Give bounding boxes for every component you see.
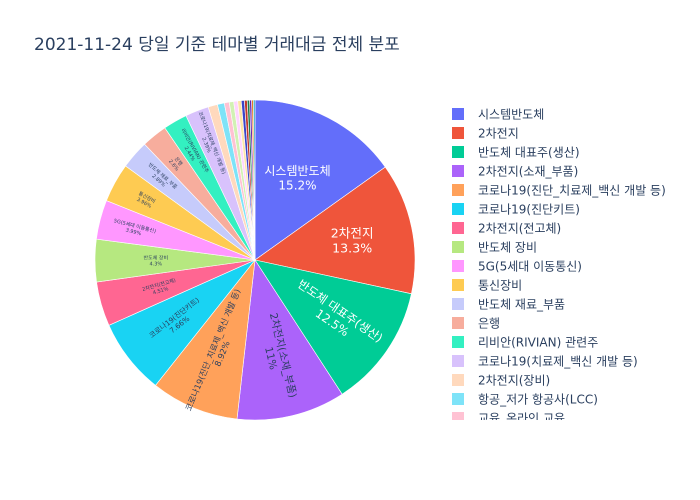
slice-label-name: 2차전지 xyxy=(331,225,374,240)
pie-slice-2[interactable] xyxy=(254,166,416,295)
legend-item-2[interactable]: 2차전지(소재_부품) xyxy=(452,165,578,179)
legend-item-item-0[interactable]: 시스템반도체 xyxy=(452,108,544,122)
legend-label: 통신장비 xyxy=(478,279,522,293)
legend-item-item-10[interactable]: 반도체 재료_부품 xyxy=(452,298,565,312)
slice-label-value: 13.3% xyxy=(332,241,372,256)
legend-swatch xyxy=(452,222,464,234)
slice-label-value: 15.2% xyxy=(278,179,316,193)
legend-label: 5G(5세대 이동통신) xyxy=(478,260,582,274)
legend-item-2[interactable]: 2차전지(전고체) xyxy=(452,222,561,236)
legend-item-lcc[interactable]: 항공_저가 항공사(LCC) xyxy=(452,393,598,407)
legend-item-item-9[interactable]: 통신장비 xyxy=(452,279,522,293)
legend-item-item-11[interactable]: 은행 xyxy=(452,316,500,331)
slice-label-item-0: 시스템반도체 15.2% xyxy=(264,164,330,192)
legend-label: 시스템반도체 xyxy=(478,108,544,122)
pie-slice-2[interactable] xyxy=(236,259,343,421)
legend-item-2[interactable]: 2차전지 xyxy=(452,127,519,141)
legend-label: 은행 xyxy=(478,316,500,331)
slice-label-name: 반도체 장비 xyxy=(143,254,168,261)
legend-swatch xyxy=(452,241,464,253)
legend-swatch xyxy=(452,146,464,158)
legend-swatch xyxy=(452,260,464,272)
legend-swatch xyxy=(452,203,464,215)
legend-label: 2차전지 xyxy=(478,127,519,141)
legend-label: 코로나19(진단키트) xyxy=(478,203,580,217)
legend-swatch xyxy=(452,374,464,386)
legend-item-5g-5[interactable]: 5G(5세대 이동통신) xyxy=(452,260,582,274)
slice-label-value: 11% xyxy=(262,346,279,371)
legend-swatch xyxy=(452,127,464,139)
pie-slice-item-2[interactable] xyxy=(254,259,412,395)
slice-label-value: 4.51% xyxy=(152,286,169,296)
legend-item-item-2[interactable]: 반도체 대표주(생산) xyxy=(452,146,580,160)
legend-label: 반도체 장비 xyxy=(478,241,537,255)
slice-label-value: 2.39% xyxy=(200,137,211,154)
legend-label: 리비안(RIVIAN) 관련주 xyxy=(478,336,598,350)
legend-swatch xyxy=(452,165,464,177)
legend-swatch xyxy=(452,412,464,420)
legend-swatch xyxy=(452,184,464,196)
legend-label: 항공_저가 항공사(LCC) xyxy=(478,393,598,407)
slice-label-item-7: 반도체 장비 4.3% xyxy=(143,254,168,267)
legend-swatch xyxy=(452,108,464,120)
legend-label: 반도체 재료_부품 xyxy=(478,298,565,312)
pie-slice-item-0[interactable] xyxy=(254,99,386,261)
legend-label: 교육_온라인 교육 xyxy=(478,412,565,426)
slice-label-value: 3.99% xyxy=(125,227,142,237)
legend-item-item-7[interactable]: 반도체 장비 xyxy=(452,241,537,255)
legend-label: 2차전지(장비) xyxy=(478,374,550,388)
legend-swatch xyxy=(452,393,464,405)
legend-item-19[interactable]: 코로나19(진단_치료제_백신 개발 등) xyxy=(452,184,666,198)
chart-title: 2021-11-24 당일 기준 테마별 거래대금 전체 분포 xyxy=(34,35,400,55)
legend-swatch xyxy=(452,279,464,291)
legend-item-2[interactable]: 2차전지(장비) xyxy=(452,374,550,388)
slice-label-value: 4.3% xyxy=(149,261,162,267)
legend-item-19[interactable]: 코로나19(치료제_백신 개발 등) xyxy=(452,355,638,369)
slice-label-2: 2차전지 13.3% xyxy=(331,225,374,255)
pie-slice-19[interactable] xyxy=(155,258,256,420)
legend-swatch xyxy=(452,317,464,329)
legend-swatch xyxy=(452,336,464,348)
legend-item-item-16[interactable]: 교육_온라인 교육 xyxy=(452,412,565,426)
slice-label-name: 시스템반도체 xyxy=(264,164,330,178)
legend-label: 반도체 대표주(생산) xyxy=(478,146,580,160)
pie-slice-item-25[interactable] xyxy=(253,99,256,261)
legend-item-rivian[interactable]: 리비안(RIVIAN) 관련주 xyxy=(452,336,598,350)
legend-label: 코로나19(치료제_백신 개발 등) xyxy=(478,355,638,369)
legend-label: 코로나19(진단_치료제_백신 개발 등) xyxy=(478,184,666,198)
legend-swatch xyxy=(452,355,464,367)
legend-label: 2차전지(전고체) xyxy=(478,222,561,236)
slice-label-name: 은행 xyxy=(173,156,184,168)
legend-swatch xyxy=(452,298,464,310)
legend-item-19[interactable]: 코로나19(진단키트) xyxy=(452,203,580,217)
legend-label: 2차전지(소재_부품) xyxy=(478,165,578,179)
pie-slices xyxy=(94,99,416,421)
